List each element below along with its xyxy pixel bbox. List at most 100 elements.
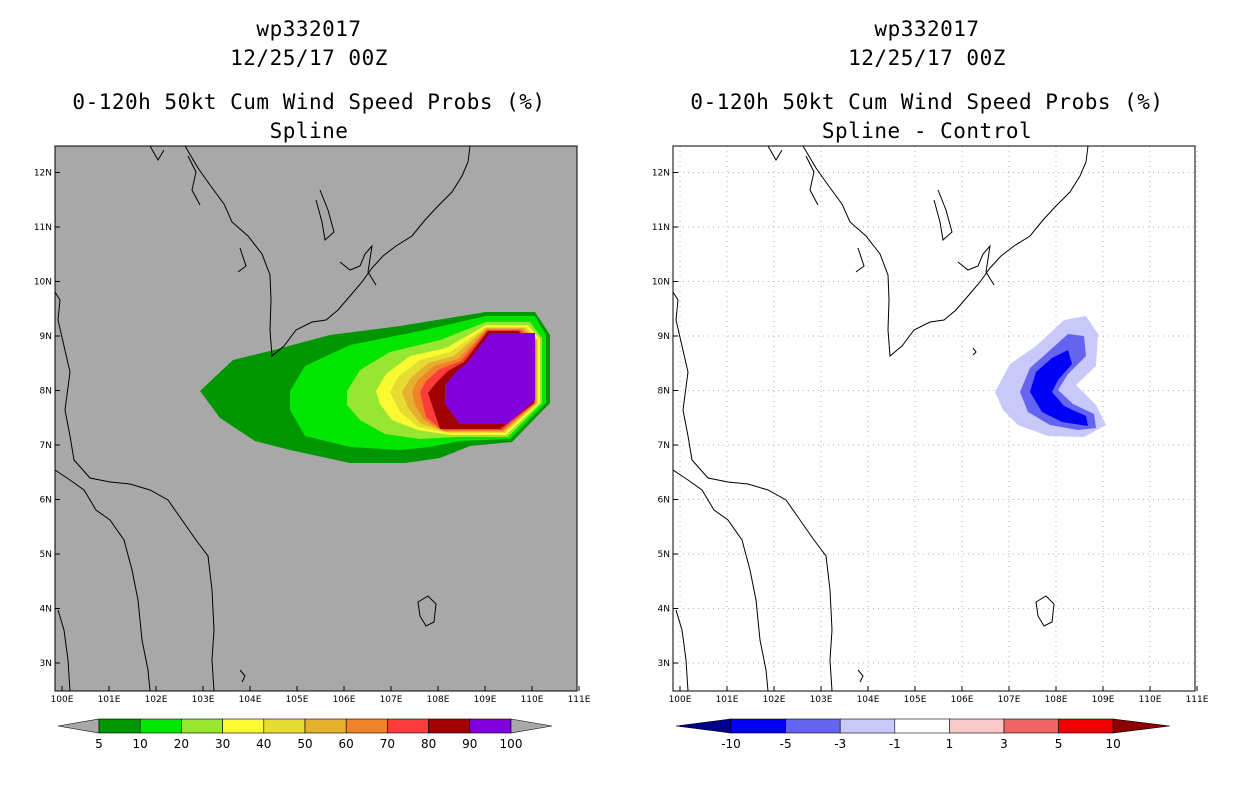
lat-tick-label: 10N bbox=[34, 278, 52, 288]
colorbar-labels: -10 -5 -3 -1 1 3 5 10 bbox=[721, 737, 1121, 751]
lat-tick-label: 11N bbox=[652, 223, 670, 233]
colorbar-swatch bbox=[469, 718, 512, 734]
colorbar-right-arrow bbox=[1112, 718, 1171, 734]
colorbar-left-arrow bbox=[675, 718, 732, 734]
map-axes: 100E 101E 102E 103E 104E 105E 106E 107E 108E 109E… bbox=[34, 169, 591, 706]
colorbar-swatch bbox=[1058, 718, 1114, 734]
lat-tick-label: 6N bbox=[40, 496, 52, 506]
colorbar-label: 40 bbox=[256, 737, 271, 751]
left-panel: wp332017 12/25/17 00Z 0-120h 50kt Cum Wi… bbox=[34, 17, 591, 751]
colorbar: 5 10 20 30 40 50 60 70 80 90 100 bbox=[57, 718, 553, 751]
lon-tick-label: 102E bbox=[145, 695, 168, 705]
lon-tick-label: 100E bbox=[669, 695, 692, 705]
contour-minus-5 bbox=[1030, 350, 1088, 426]
method-title: Spline - Control bbox=[821, 119, 1033, 143]
colorbar-label: 10 bbox=[1106, 737, 1121, 751]
colorbar-label: 100 bbox=[500, 737, 523, 751]
colorbar-label: 5 bbox=[1055, 737, 1063, 751]
map-background bbox=[673, 146, 1195, 691]
lon-tick-label: 104E bbox=[239, 695, 262, 705]
lon-tick-label: 107E bbox=[998, 695, 1021, 705]
lon-tick-label: 109E bbox=[1092, 695, 1115, 705]
product-title: 0-120h 50kt Cum Wind Speed Probs (%) bbox=[690, 90, 1164, 114]
lon-tick-label: 107E bbox=[380, 695, 403, 705]
colorbar-label: 10 bbox=[133, 737, 148, 751]
lat-tick-label: 11N bbox=[34, 223, 52, 233]
colorbar-label: 80 bbox=[421, 737, 436, 751]
product-title: 0-120h 50kt Cum Wind Speed Probs (%) bbox=[72, 90, 546, 114]
lat-tick-label: 12N bbox=[652, 169, 670, 179]
storm-id-title: wp332017 bbox=[256, 17, 362, 41]
colorbar-swatch bbox=[387, 718, 429, 734]
lon-tick-label: 111E bbox=[1186, 695, 1209, 705]
colorbar-swatch bbox=[139, 718, 182, 734]
date-title: 12/25/17 00Z bbox=[848, 46, 1006, 70]
lat-tick-label: 3N bbox=[658, 659, 670, 669]
colorbar-swatch bbox=[785, 718, 841, 734]
colorbar-swatch bbox=[98, 718, 141, 734]
colorbar-swatch bbox=[949, 718, 1005, 734]
lon-tick-label: 106E bbox=[951, 695, 974, 705]
colorbar-swatch bbox=[304, 718, 347, 734]
map-frame bbox=[672, 145, 1196, 692]
colorbar-label: -10 bbox=[721, 737, 741, 751]
colorbar-label: -3 bbox=[834, 737, 846, 751]
colorbar-label: 5 bbox=[95, 737, 103, 751]
storm-id-title: wp332017 bbox=[874, 17, 980, 41]
colorbar-swatch bbox=[730, 718, 786, 734]
lat-tick-label: 10N bbox=[652, 278, 670, 288]
lon-tick-label: 111E bbox=[568, 695, 591, 705]
lon-tick-label: 106E bbox=[333, 695, 356, 705]
lon-tick-label: 105E bbox=[904, 695, 927, 705]
colorbar-label: 30 bbox=[215, 737, 230, 751]
lon-tick-label: 108E bbox=[427, 695, 450, 705]
lat-tick-label: 8N bbox=[658, 387, 670, 397]
colorbar-labels: 5 10 20 30 40 50 60 70 80 90 100 bbox=[95, 737, 522, 751]
difference-contours bbox=[995, 316, 1106, 437]
lat-tick-label: 9N bbox=[40, 332, 52, 342]
colorbar-swatch bbox=[181, 718, 223, 734]
colorbar-label: 90 bbox=[462, 737, 477, 751]
colorbar-swatches bbox=[730, 718, 1114, 734]
lat-tick-label: 4N bbox=[658, 605, 670, 615]
right-panel: wp332017 12/25/17 00Z 0-120h 50kt Cum Wi… bbox=[618, 0, 1236, 800]
coastlines bbox=[672, 145, 1089, 692]
probability-map: 100E 101E 102E 103E 104E 105E 106E 107E 108E 109E… bbox=[34, 145, 591, 706]
colorbar-right-arrow bbox=[510, 718, 553, 734]
method-title: Spline bbox=[269, 119, 349, 143]
map-axes: 100E 101E 102E 103E 104E 105E 106E 107E 108E 109E… bbox=[652, 169, 1209, 706]
lon-tick-label: 109E bbox=[474, 695, 497, 705]
lon-tick-label: 101E bbox=[98, 695, 121, 705]
colorbar-swatch bbox=[345, 718, 388, 734]
colorbar-left-arrow bbox=[57, 718, 100, 734]
lon-tick-label: 103E bbox=[810, 695, 833, 705]
lon-tick-label: 104E bbox=[857, 695, 880, 705]
lat-tick-label: 4N bbox=[40, 605, 52, 615]
lat-tick-label: 8N bbox=[40, 387, 52, 397]
colorbar-label: -5 bbox=[780, 737, 792, 751]
colorbar-swatch bbox=[1003, 718, 1059, 734]
colorbar-label: 70 bbox=[380, 737, 395, 751]
colorbar-label: -1 bbox=[889, 737, 901, 751]
colorbar-label: 1 bbox=[946, 737, 954, 751]
lon-tick-label: 110E bbox=[1139, 695, 1162, 705]
colorbar-label: 20 bbox=[174, 737, 189, 751]
colorbar-label: 60 bbox=[339, 737, 354, 751]
lat-tick-label: 7N bbox=[658, 441, 670, 451]
contour-100 bbox=[445, 333, 535, 424]
lat-tick-label: 5N bbox=[658, 550, 670, 560]
lon-tick-label: 102E bbox=[763, 695, 786, 705]
lon-tick-label: 108E bbox=[1045, 695, 1068, 705]
lat-tick-label: 5N bbox=[40, 550, 52, 560]
lon-tick-label: 110E bbox=[521, 695, 544, 705]
gridlines bbox=[673, 146, 1198, 691]
colorbar-swatches bbox=[98, 718, 512, 734]
colorbar-label: 50 bbox=[297, 737, 312, 751]
map-frame bbox=[54, 145, 578, 692]
lat-tick-label: 9N bbox=[658, 332, 670, 342]
coastlines bbox=[54, 145, 471, 692]
lon-tick-label: 101E bbox=[716, 695, 739, 705]
colorbar-swatch bbox=[839, 718, 896, 734]
wind-probability-contours bbox=[200, 312, 550, 463]
date-title: 12/25/17 00Z bbox=[230, 46, 388, 70]
